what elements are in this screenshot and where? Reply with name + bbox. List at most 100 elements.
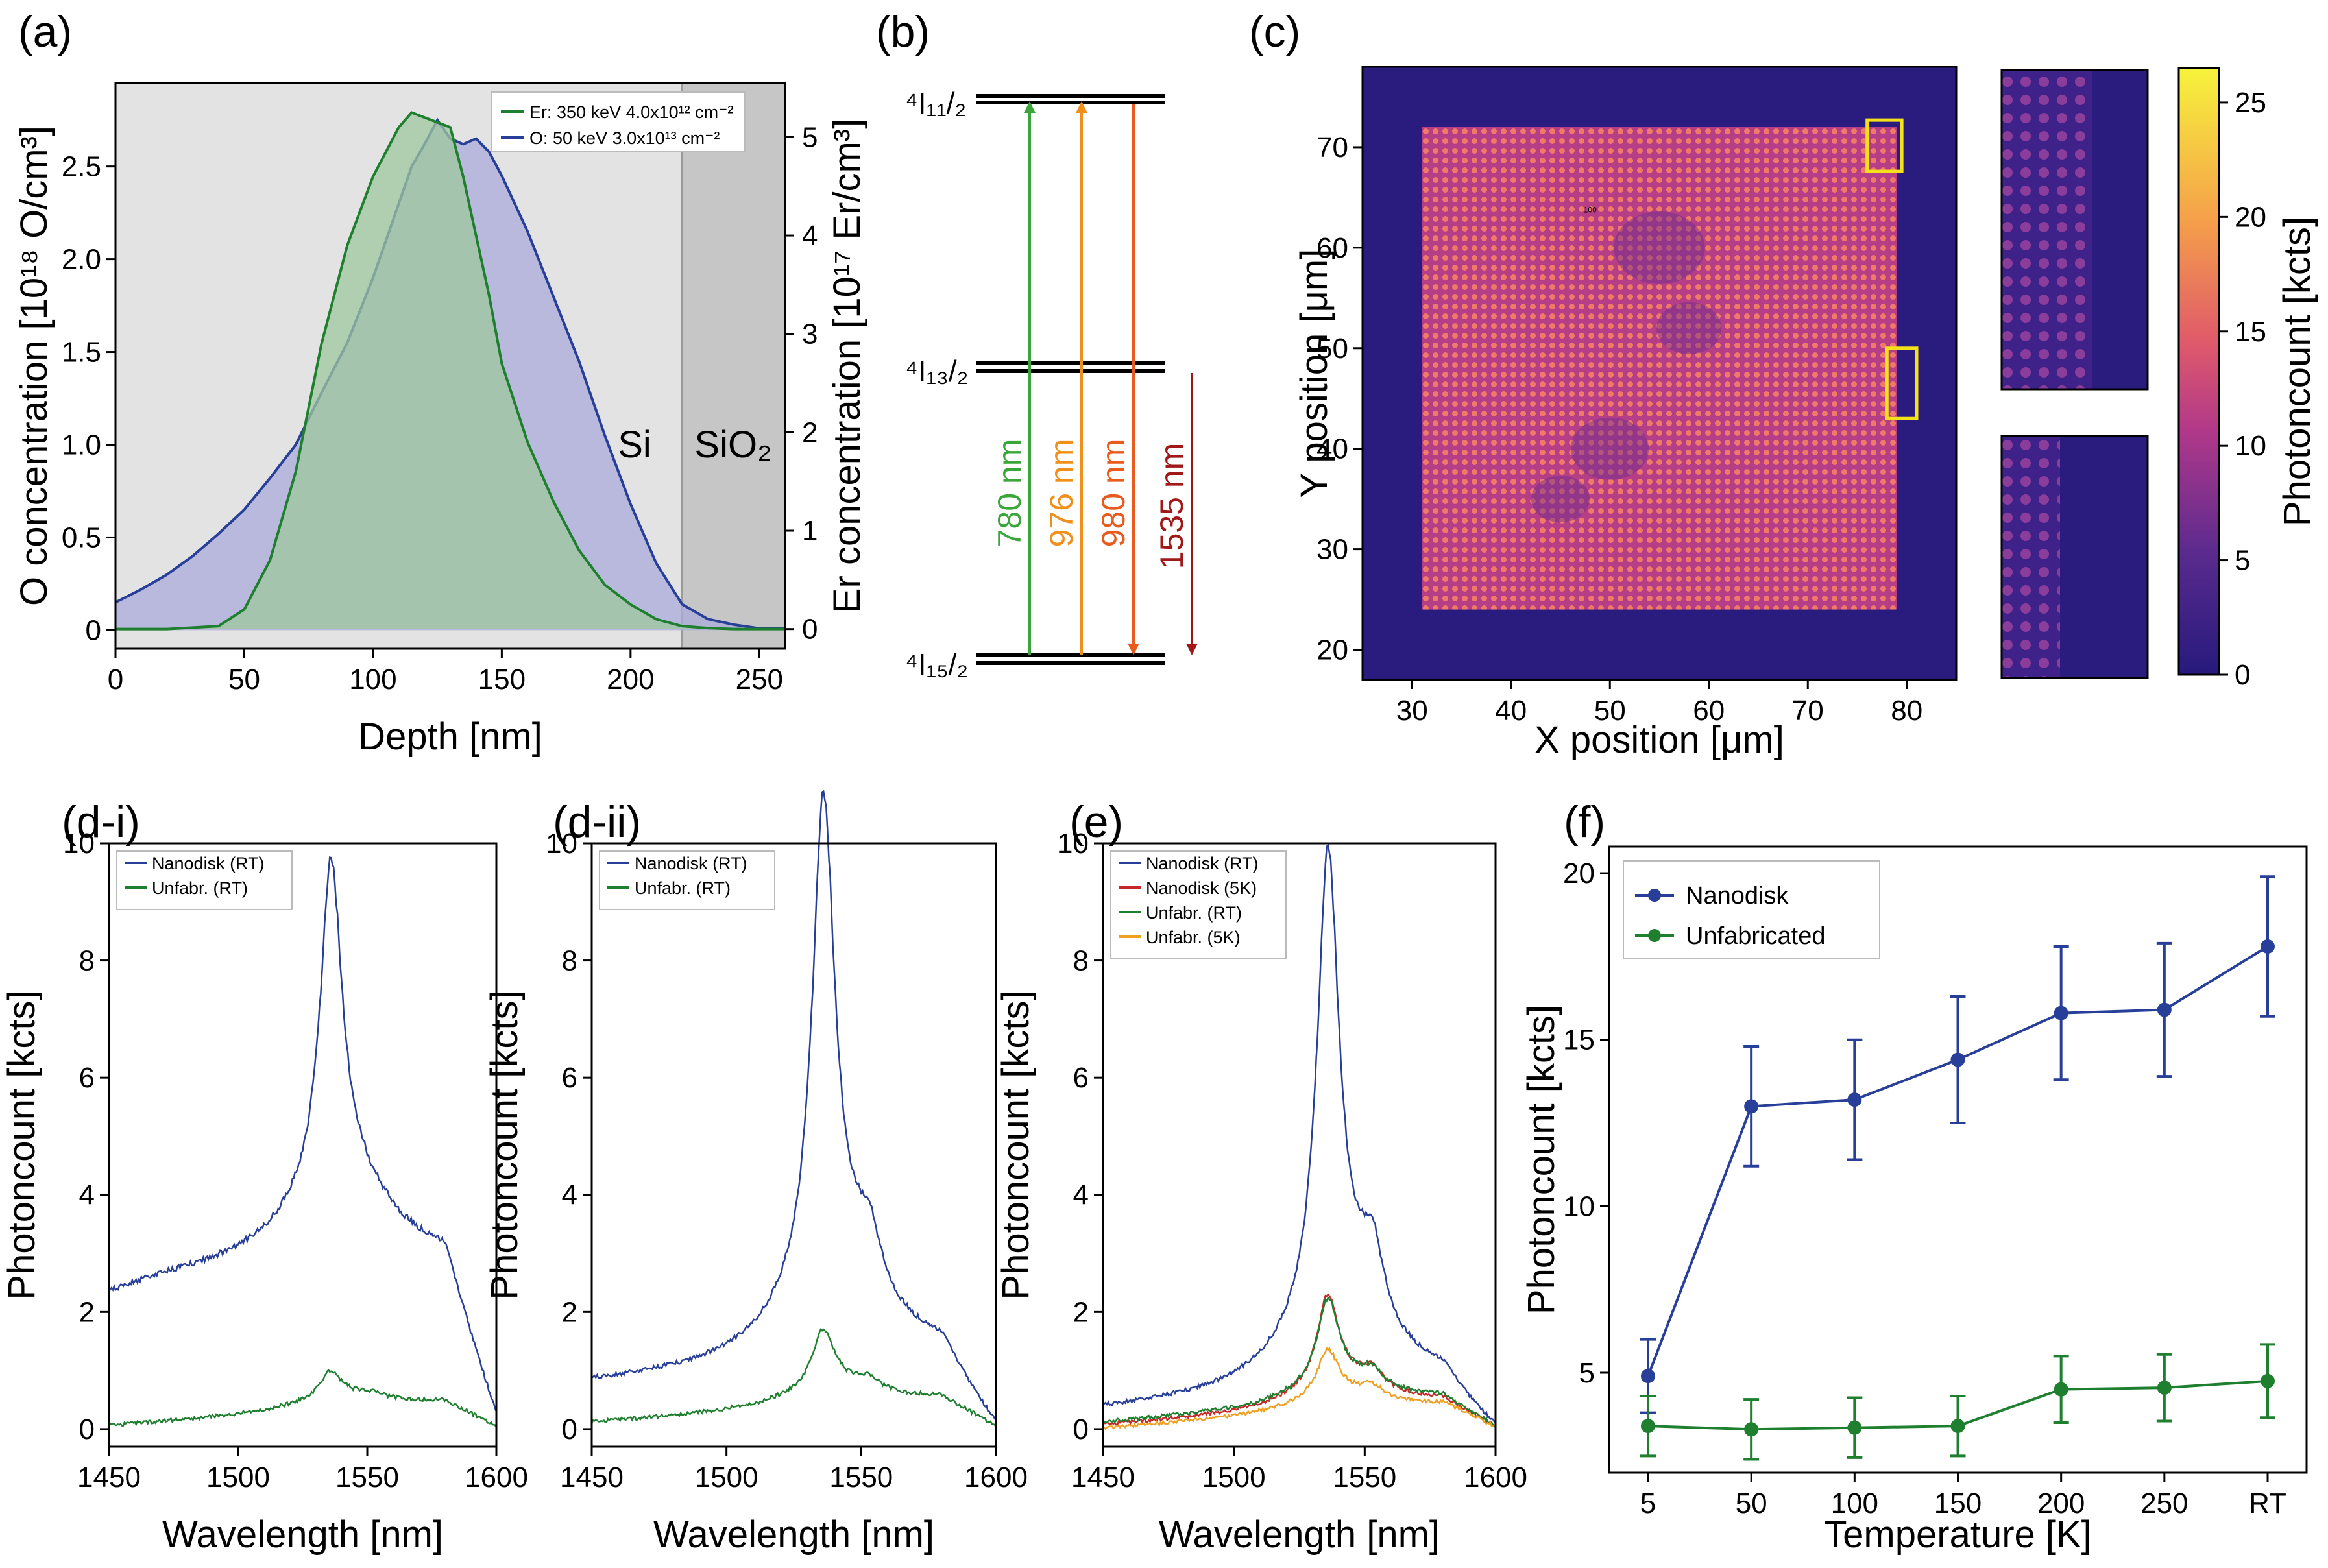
panel-label-f: (f) [1564,797,1605,847]
xtick-label: 1600 [465,1462,528,1493]
panel-f: (f) 5 50 100 150 200 250 RT 5 10 15 20 Temperature [… [1520,797,2308,1556]
ytick-left-label: 1.0 [62,429,101,461]
xtick-label: 150 [1934,1488,1982,1519]
er-profile-line [115,111,785,631]
xtick-label: 80 [1891,695,1922,727]
panel-label-c: (c) [1249,7,1300,56]
colorbar [2177,67,2220,676]
panel-a-ylabel-left: O concentration [10¹⁸ O/cm³] [13,126,55,606]
ytick-label: 60 [1316,232,1348,264]
xtick-label: 250 [736,664,783,695]
transition-arrowhead [1076,101,1087,113]
panel-a-frame [114,82,786,650]
legend-label: Nanodisk (RT) [635,854,747,873]
xtick-label: 1500 [206,1462,270,1493]
transition-label: 780 nm [991,439,1028,548]
data-point [1950,1419,1965,1434]
ytick-right-label: 1 [802,515,818,547]
panel-d-i: (d-i) 1450 1500 1550 1600 0 2 4 6 8 10 Wavelength [… [1,797,528,1556]
panel-label-a: (a) [18,7,72,56]
legend-label: Nanodisk (5K) [1146,878,1257,898]
transition-label: 1535 nm [1154,443,1190,570]
series-nanodisk-rt- [591,790,997,1421]
panel-d-i-legend [116,850,293,910]
ytick-label: 6 [562,1062,577,1094]
panel-label-d-ii: (d-ii) [553,797,641,847]
ytick-label: 50 [1316,333,1348,365]
panel-label-b: (b) [876,7,930,56]
colorbar-tick-label: 15 [2235,316,2266,348]
ytick-label: 8 [79,945,95,977]
transition-arrowhead [1024,101,1036,113]
zoom-box-top [1865,118,1904,173]
legend-label: Unfabr. (RT) [1146,903,1242,923]
ytick-label: 15 [1563,1024,1595,1056]
panel-d-ii-legend [599,850,775,910]
ytick-label: 0 [79,1414,95,1445]
panel-a-ylabel-right: Er concentration [10¹⁷ Er/cm³] [826,119,868,613]
dim-patch [1531,476,1590,523]
ytick-label: 2 [1073,1296,1089,1328]
legend-label: Unfabr. (RT) [635,878,731,898]
ytick-label: 2 [79,1296,95,1328]
legend-label: Unfabr. (RT) [152,878,248,898]
ytick-left-label: 1.5 [62,337,101,368]
data-point [1641,1419,1655,1434]
panel-e-ylabel: Photoncount [kcts] [995,990,1037,1299]
series-nanodisk-5k- [1102,1293,1497,1428]
ytick-label: 20 [1563,858,1595,889]
xtick-label: 70 [1792,695,1824,727]
xtick-label: 250 [2140,1488,2188,1519]
dim-patch [1571,417,1649,480]
xtick-label: 200 [607,664,654,695]
data-point [1744,1422,1759,1437]
sio2-region [682,83,785,649]
dim-patch [1656,302,1722,354]
panel-a: 0 50 100 150 200 250 0 0.5 1.0 1.5 2.0 2.5 0 1 2 3 4 5 Dep… [13,7,868,758]
xtick-label: 150 [478,664,526,695]
data-point [2261,939,2275,954]
er-profile-area [115,112,785,629]
data-point [1847,1092,1862,1107]
ytick-label: 10 [1057,828,1089,860]
legend-marker [1648,929,1661,942]
legend-er: Er: 350 keV 4.0x10¹² cm⁻² [529,103,733,122]
ytick-label: 8 [1073,945,1089,977]
xtick-label: 1550 [335,1462,399,1493]
data-point [2157,1381,2172,1395]
legend-label: Nanodisk (RT) [1146,854,1259,873]
si-label: Si [618,424,651,466]
ytick-label: 10 [63,828,95,860]
colorbar-tick-label: 5 [2235,545,2250,577]
panel-label-d-i: (d-i) [62,797,140,847]
ytick-left-label: 2.5 [62,151,101,183]
panel-a-xlabel: Depth [nm] [358,716,542,758]
ytick-label: 0 [562,1414,577,1445]
ytick-right-label: 0 [802,614,818,645]
ytick-label: 30 [1316,534,1348,566]
level-label: ⁴I₁₃/₂ [905,354,968,388]
series-nanodisk-rt- [1102,843,1496,1423]
ytick-label: 4 [1073,1179,1089,1211]
ytick-label: 40 [1316,433,1348,465]
series-unfabr-rt- [108,1369,498,1429]
ytick-label: 10 [546,828,577,860]
xtick-label: 60 [1693,695,1725,727]
xtick-label: 1550 [1333,1462,1396,1493]
ytick-label: 0 [1073,1414,1089,1445]
legend-label: Nanodisk [1686,882,1789,910]
series-unfabr-rt- [590,1328,997,1428]
xtick-label: 1450 [77,1462,141,1493]
panel-c-frame [1361,66,1958,681]
ytick-label: 4 [562,1179,577,1211]
ytick-label: 5 [1579,1357,1595,1389]
panel-e: (e) 1450 1500 1550 1600 0 2 4 6 8 10 Wavelength [nm… [995,797,1527,1556]
data-point [1744,1099,1759,1114]
dim-patch [1614,211,1705,284]
inset-bottom-edge [2060,436,2148,678]
panel-e-legend [1110,850,1287,959]
xtick-label: 1450 [1071,1462,1135,1493]
panel-e-xlabel: Wavelength [nm] [1159,1514,1440,1556]
